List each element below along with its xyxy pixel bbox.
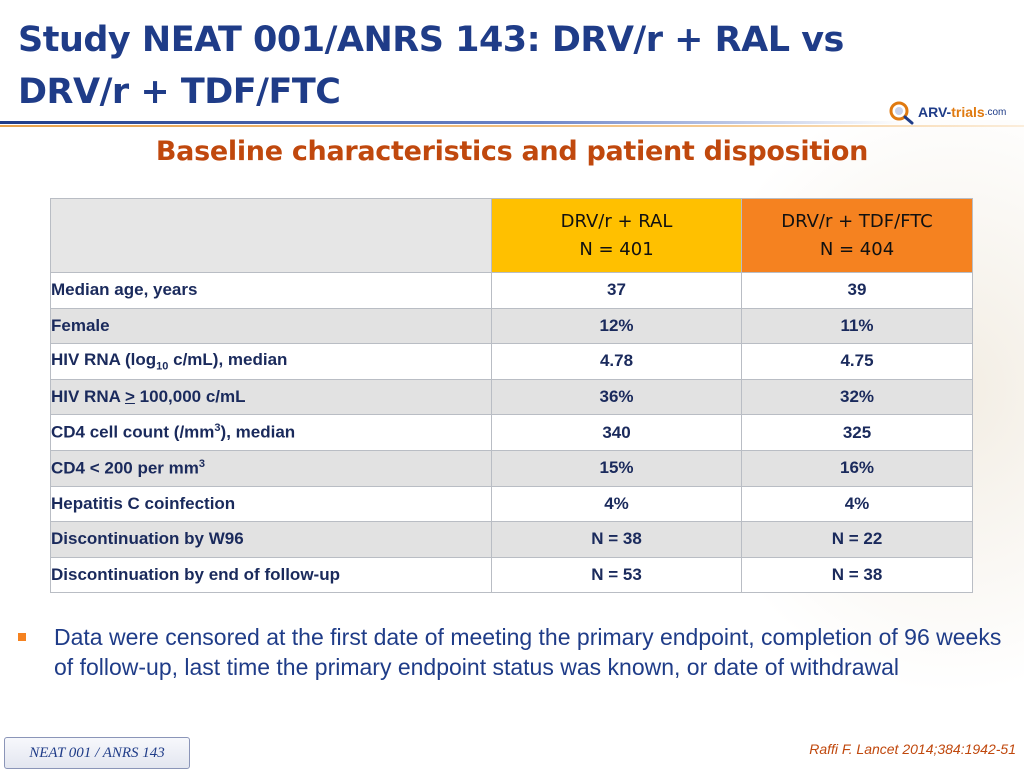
baseline-table: DRV/r + RAL N = 401 DRV/r + TDF/FTC N = … [50,198,973,594]
greater-equal-symbol: > [125,387,135,407]
row-label-cd4-median: CD4 cell count (/mm3), median [50,414,492,451]
header-drv-tdf-name: DRV/r + TDF/FTC [781,210,933,232]
cell-tdf: 11% [741,307,973,345]
row-label-cd4-below-200: CD4 < 200 per mm3 [50,449,492,487]
label-superscript: 3 [198,457,206,470]
table-row: Hepatitis C coinfection 4% 4% [50,485,973,523]
header-drv-tdf-n: N = 404 [819,238,895,260]
label-text: CD4 < 200 per mm [51,458,199,478]
slide-title-line-1: Study NEAT 001/ANRS 143: DRV/r + RAL vs [18,20,844,60]
title-rule-blue [0,121,900,124]
label-text: CD4 cell count (/mm [51,423,215,442]
row-label-discontinuation-w96: Discontinuation by W96 [50,521,492,558]
label-text: ), median [220,423,296,442]
logo-text-trials: trials [951,104,985,120]
cell-ral: 4.78 [491,343,742,380]
table-row: Discontinuation by end of follow-up N = … [50,556,973,594]
arv-trials-logo: ARV- trials .com [886,98,1006,126]
label-text: HIV RNA [51,387,125,407]
cell-tdf: N = 22 [741,521,973,558]
logo-text-com: .com [984,106,1007,118]
cell-ral: 37 [491,272,742,309]
row-label-discontinuation-end: Discontinuation by end of follow-up [50,556,492,594]
row-label-median-age: Median age, years [50,272,492,309]
slide-title: Study NEAT 001/ANRS 143: DRV/r + RAL vs … [18,14,878,118]
censoring-note: Data were censored at the first date of … [18,622,1008,682]
table-row: Female 12% 11% [50,307,973,345]
bullet-square-icon [18,633,26,641]
cell-tdf: N = 38 [741,556,973,594]
cell-ral: 36% [491,378,742,416]
header-drv-ral: DRV/r + RAL N = 401 [491,198,742,273]
header-drv-ral-name: DRV/r + RAL [560,210,673,232]
table-row: HIV RNA > 100,000 c/mL 36% 32% [50,378,973,416]
header-drv-ral-n: N = 401 [579,238,654,260]
cell-tdf: 32% [741,378,973,416]
label-text: HIV RNA (log [51,350,157,370]
label-superscript: 3 [214,422,221,435]
label-text: 100,000 c/mL [134,387,246,407]
table-row: CD4 cell count (/mm3), median 340 325 [50,414,973,451]
cell-ral: 4% [491,485,742,523]
study-footer-tag: NEAT 001 / ANRS 143 [4,737,190,769]
label-subscript: 10 [156,360,169,373]
header-empty-cell [50,198,492,273]
cell-tdf: 325 [741,414,973,451]
cell-ral: 340 [491,414,742,451]
cell-ral: 12% [491,307,742,345]
citation: Raffi F. Lancet 2014;384:1942-51 [809,741,1016,757]
slide-subtitle: Baseline characteristics and patient dis… [155,136,869,167]
title-rule-orange [0,125,1024,127]
table-row: Median age, years 37 39 [50,272,973,309]
row-label-hiv-rna-100k: HIV RNA > 100,000 c/mL [50,378,492,416]
cell-tdf: 39 [741,272,973,309]
cell-ral: N = 38 [491,521,742,558]
censoring-note-text: Data were censored at the first date of … [54,624,1002,680]
header-drv-tdf: DRV/r + TDF/FTC N = 404 [741,198,973,273]
cell-tdf: 4.75 [741,343,973,380]
cell-ral: 15% [491,449,742,487]
row-label-hiv-rna-median: HIV RNA (log10 c/mL), median [50,343,492,380]
logo-text-arv: ARV- [918,104,952,120]
slide-title-line-2: DRV/r + TDF/FTC [18,72,341,112]
table-row: HIV RNA (log10 c/mL), median 4.78 4.75 [50,343,973,380]
logo-magnifier-icon [889,101,914,125]
row-label-female: Female [50,307,492,345]
table-row: Discontinuation by W96 N = 38 N = 22 [50,521,973,558]
table-row: CD4 < 200 per mm3 15% 16% [50,449,973,487]
cell-tdf: 4% [741,485,973,523]
row-label-hepatitis-c: Hepatitis C coinfection [50,485,492,523]
cell-tdf: 16% [741,449,973,487]
table-header-row: DRV/r + RAL N = 401 DRV/r + TDF/FTC N = … [50,198,973,273]
cell-ral: N = 53 [491,556,742,594]
label-text: c/mL), median [168,350,288,370]
